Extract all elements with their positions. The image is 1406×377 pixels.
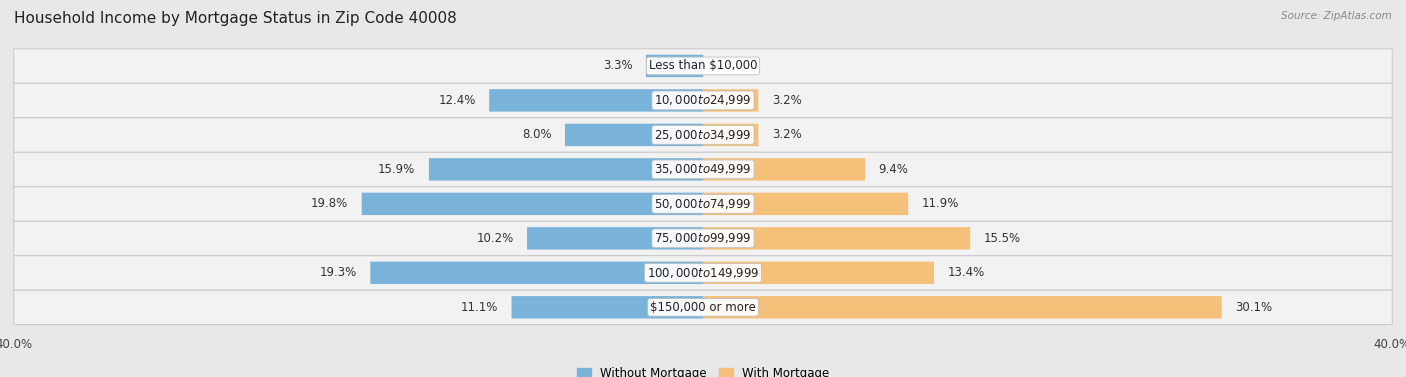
Text: 10.2%: 10.2%	[477, 232, 513, 245]
FancyBboxPatch shape	[14, 221, 1392, 256]
FancyBboxPatch shape	[703, 124, 758, 146]
Text: 3.2%: 3.2%	[772, 94, 801, 107]
FancyBboxPatch shape	[429, 158, 703, 181]
FancyBboxPatch shape	[14, 118, 1392, 152]
Text: 15.5%: 15.5%	[984, 232, 1021, 245]
FancyBboxPatch shape	[14, 256, 1392, 290]
Text: 8.0%: 8.0%	[522, 129, 551, 141]
Text: $35,000 to $49,999: $35,000 to $49,999	[654, 162, 752, 176]
Text: $150,000 or more: $150,000 or more	[650, 301, 756, 314]
FancyBboxPatch shape	[14, 83, 1392, 118]
FancyBboxPatch shape	[645, 55, 703, 77]
FancyBboxPatch shape	[703, 158, 865, 181]
Text: 11.9%: 11.9%	[922, 197, 959, 210]
FancyBboxPatch shape	[703, 262, 934, 284]
FancyBboxPatch shape	[14, 49, 1392, 83]
Text: $50,000 to $74,999: $50,000 to $74,999	[654, 197, 752, 211]
Text: Household Income by Mortgage Status in Zip Code 40008: Household Income by Mortgage Status in Z…	[14, 11, 457, 26]
Text: 12.4%: 12.4%	[439, 94, 475, 107]
Text: Source: ZipAtlas.com: Source: ZipAtlas.com	[1281, 11, 1392, 21]
Text: 11.1%: 11.1%	[461, 301, 498, 314]
FancyBboxPatch shape	[14, 152, 1392, 187]
Text: 13.4%: 13.4%	[948, 266, 984, 279]
FancyBboxPatch shape	[512, 296, 703, 319]
Text: 19.8%: 19.8%	[311, 197, 349, 210]
FancyBboxPatch shape	[370, 262, 703, 284]
Text: $75,000 to $99,999: $75,000 to $99,999	[654, 231, 752, 245]
Legend: Without Mortgage, With Mortgage: Without Mortgage, With Mortgage	[572, 362, 834, 377]
Text: $25,000 to $34,999: $25,000 to $34,999	[654, 128, 752, 142]
Text: $10,000 to $24,999: $10,000 to $24,999	[654, 93, 752, 107]
FancyBboxPatch shape	[361, 193, 703, 215]
Text: 30.1%: 30.1%	[1236, 301, 1272, 314]
FancyBboxPatch shape	[703, 89, 758, 112]
FancyBboxPatch shape	[565, 124, 703, 146]
FancyBboxPatch shape	[527, 227, 703, 250]
FancyBboxPatch shape	[14, 187, 1392, 221]
Text: Less than $10,000: Less than $10,000	[648, 60, 758, 72]
FancyBboxPatch shape	[703, 296, 1222, 319]
Text: 9.4%: 9.4%	[879, 163, 908, 176]
FancyBboxPatch shape	[703, 193, 908, 215]
Text: $100,000 to $149,999: $100,000 to $149,999	[647, 266, 759, 280]
FancyBboxPatch shape	[14, 290, 1392, 325]
Text: 19.3%: 19.3%	[319, 266, 357, 279]
FancyBboxPatch shape	[489, 89, 703, 112]
Text: 3.3%: 3.3%	[603, 60, 633, 72]
FancyBboxPatch shape	[703, 227, 970, 250]
Text: 15.9%: 15.9%	[378, 163, 415, 176]
Text: 3.2%: 3.2%	[772, 129, 801, 141]
